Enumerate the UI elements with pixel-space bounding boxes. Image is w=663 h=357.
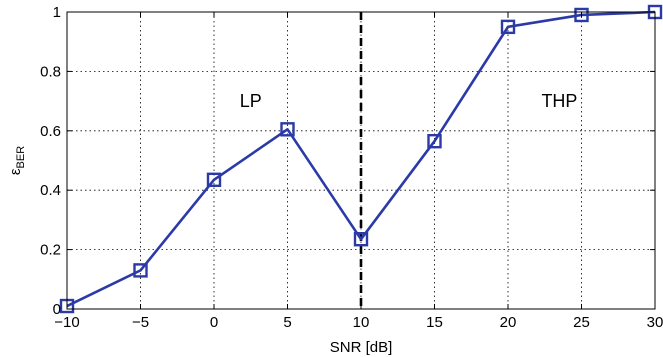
data-point-marker [206, 172, 222, 188]
data-point-marker [574, 7, 589, 23]
y-tick-label: 0.6 [40, 123, 61, 140]
x-tick-label: 10 [353, 314, 370, 331]
x-tick-label: 25 [573, 314, 590, 331]
y-tick-label: 0 [53, 301, 61, 318]
data-point-marker [280, 122, 295, 137]
x-tick-label: 20 [500, 314, 517, 331]
data-point-marker [427, 133, 442, 149]
x-tick-label: 5 [283, 314, 291, 331]
y-axis-label: εBER [7, 146, 27, 175]
y-tick-label: 0.4 [40, 182, 61, 199]
series-line-0 [66, 10, 656, 308]
annotation-label: THP [541, 91, 577, 111]
annotation-label: LP [240, 91, 262, 111]
y-tick-label: 1 [53, 4, 61, 21]
x-axis-ticks: −10 −5 0 5 10 15 20 25 30 [54, 12, 663, 331]
data-point-marker [133, 263, 148, 278]
x-tick-label: 15 [426, 314, 443, 331]
x-tick-label: 30 [647, 314, 663, 331]
y-tick-label: 0.8 [40, 63, 61, 80]
data-point-marker [353, 232, 369, 247]
annotations: LP THP [240, 91, 578, 111]
data-point-marker [500, 19, 516, 35]
x-tick-label: 0 [210, 314, 218, 331]
x-axis-label: SNR [dB] [330, 339, 393, 356]
x-tick-label: −10 [54, 314, 79, 331]
y-tick-label: 0.2 [40, 242, 61, 259]
y-axis-label-subscript: BER [15, 146, 27, 169]
y-axis-ticks: 0 0.2 0.4 0.6 0.8 1 [40, 4, 655, 318]
x-tick-label: −5 [132, 314, 149, 331]
y-axis-label-base: ε [7, 168, 24, 175]
